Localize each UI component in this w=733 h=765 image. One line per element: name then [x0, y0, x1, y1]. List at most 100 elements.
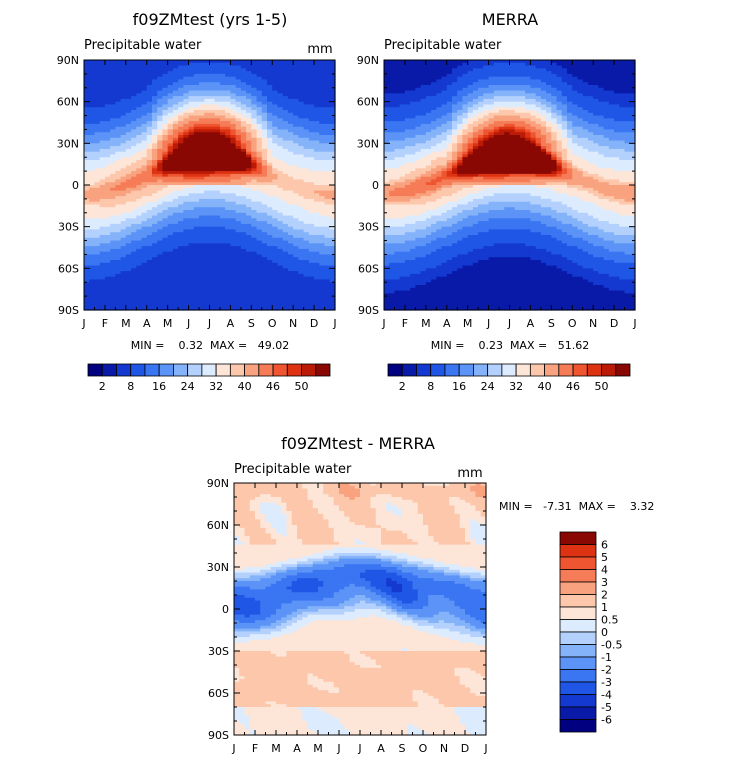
data-cell [188, 90, 195, 94]
data-cell [131, 207, 137, 211]
data-cell [125, 198, 132, 203]
data-cell [84, 71, 90, 75]
data-cell [324, 65, 331, 69]
data-cell [141, 179, 148, 183]
data-cell [394, 115, 401, 119]
data-cell [136, 107, 143, 111]
data-cell [172, 226, 179, 231]
data-cell [141, 257, 148, 261]
data-cell [219, 129, 226, 133]
data-cell [141, 307, 148, 311]
data-cell [183, 268, 190, 272]
data-cell [240, 287, 247, 292]
data-cell [199, 129, 205, 133]
data-cell [214, 287, 221, 292]
data-cell [267, 190, 273, 194]
data-cell [298, 254, 305, 258]
data-cell [324, 212, 331, 217]
data-cell [209, 68, 216, 72]
data-cell [230, 187, 237, 192]
data-cell [125, 221, 132, 225]
data-cell [120, 204, 127, 208]
data-cell [308, 307, 315, 311]
data-cell [256, 71, 263, 75]
data-cell [298, 160, 305, 164]
data-cell [151, 226, 158, 231]
data-cell [131, 173, 137, 178]
data-cell [162, 151, 169, 156]
data-cell [394, 154, 401, 158]
data-cell [287, 165, 294, 169]
data-cell [115, 151, 122, 156]
data-cell [399, 157, 406, 161]
data-cell [214, 201, 221, 206]
data-cell [303, 115, 310, 119]
data-cell [115, 290, 122, 294]
data-cell [146, 140, 153, 144]
data-cell [230, 221, 237, 225]
data-cell [151, 307, 158, 311]
data-cell [240, 301, 247, 306]
data-cell [209, 282, 216, 286]
data-cell [167, 129, 174, 133]
data-cell [151, 287, 158, 292]
data-cell [131, 248, 137, 253]
data-cell [235, 90, 242, 94]
data-cell [404, 287, 411, 292]
data-cell [256, 171, 263, 175]
data-cell [146, 296, 153, 300]
data-cell [214, 157, 221, 161]
data-cell [193, 279, 200, 283]
data-cell [209, 137, 216, 142]
data-cell [151, 221, 158, 225]
data-cell [146, 229, 153, 233]
data-cell [193, 293, 200, 297]
data-cell [157, 260, 164, 264]
data-cell [261, 304, 268, 308]
data-cell [209, 182, 216, 186]
data-cell [178, 157, 184, 161]
data-cell [319, 279, 326, 283]
data-cell [146, 212, 153, 217]
data-cell [219, 160, 226, 164]
data-cell [314, 132, 320, 136]
data-cell [199, 62, 205, 67]
data-cell [389, 121, 396, 125]
data-cell [84, 304, 90, 308]
data-cell [298, 257, 305, 261]
data-cell [188, 210, 195, 214]
data-cell [204, 301, 211, 306]
data-cell [110, 90, 116, 94]
data-cell [151, 140, 158, 144]
data-cell [303, 198, 310, 203]
data-cell [319, 268, 326, 272]
data-cell [214, 262, 221, 267]
data-cell [172, 126, 179, 131]
data-cell [261, 135, 268, 139]
data-cell [404, 90, 411, 94]
data-cell [219, 210, 226, 214]
data-cell [324, 121, 331, 125]
data-cell [287, 118, 294, 122]
data-cell [240, 248, 247, 253]
data-cell [230, 162, 237, 167]
data-cell [240, 68, 247, 72]
data-cell [89, 190, 96, 194]
data-cell [146, 268, 153, 272]
data-cell [204, 262, 211, 267]
data-cell [104, 137, 111, 142]
data-cell [115, 101, 122, 106]
data-cell [308, 137, 315, 142]
data-cell [183, 171, 190, 175]
data-cell [167, 165, 174, 169]
data-cell [267, 62, 273, 67]
data-cell [384, 279, 390, 283]
data-cell [298, 68, 305, 72]
data-cell [261, 282, 268, 286]
data-cell [188, 123, 195, 128]
data-cell [178, 276, 184, 281]
data-cell [193, 62, 200, 67]
data-cell [389, 243, 396, 247]
data-cell [99, 118, 106, 122]
data-cell [282, 104, 289, 108]
